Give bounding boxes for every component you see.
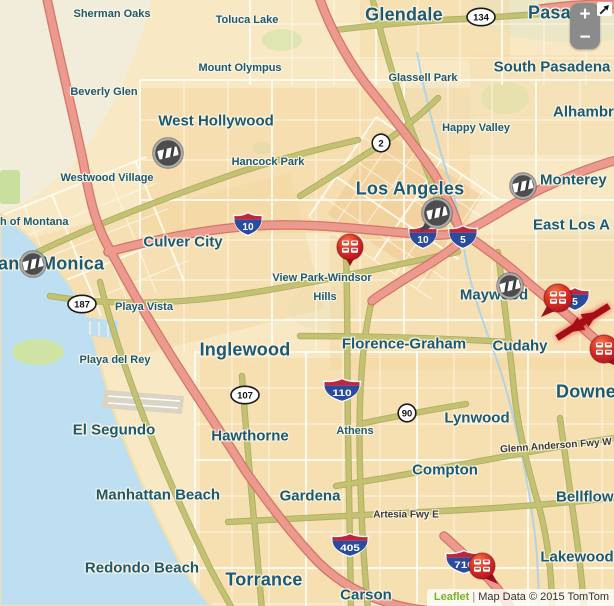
roadwork-marker[interactable] — [488, 262, 532, 310]
expand-button[interactable] — [597, 2, 612, 16]
zoom-in-button[interactable]: + — [570, 3, 600, 26]
traffic-incident-marker[interactable] — [582, 325, 614, 373]
roadwork-marker[interactable] — [501, 162, 545, 210]
expand-arrow-icon — [599, 4, 609, 14]
roadwork-marker[interactable] — [146, 129, 190, 177]
zoom-control: + − — [570, 3, 600, 49]
traffic-jam-arrows[interactable] — [545, 294, 614, 350]
roadwork-marker[interactable] — [11, 240, 55, 288]
attribution-separator: | — [472, 591, 476, 603]
leaflet-link[interactable]: Leaflet — [433, 591, 470, 603]
attribution: Leaflet | Map Data © 2015 TomTom — [426, 589, 614, 606]
zoom-out-button[interactable]: − — [570, 26, 600, 49]
traffic-incident-marker[interactable] — [328, 223, 372, 271]
attribution-text: Map Data © 2015 TomTom — [478, 591, 609, 603]
